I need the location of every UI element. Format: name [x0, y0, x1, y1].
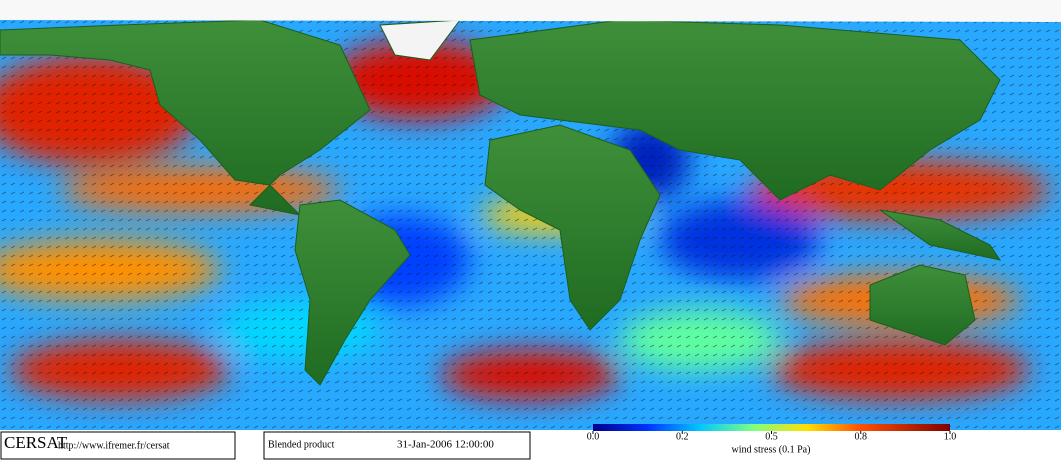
url: http://www.ifremer.fr/cersat	[58, 440, 170, 451]
colorbar-tick-label: 0.5	[765, 431, 778, 442]
colorbar-tick-label: 0.0	[587, 431, 600, 442]
land	[0, 0, 1061, 386]
colorbar-label: wind stress (0.1 Pa)	[732, 444, 811, 455]
colorbar-tick-label: 0.8	[855, 431, 868, 442]
product: Blended product	[268, 439, 335, 450]
colorbar-tick-label: 1.0	[944, 431, 957, 442]
colorbar-tick-label: 0.2	[676, 431, 689, 442]
logo: CERSAT	[4, 433, 68, 452]
colorbar	[593, 424, 950, 431]
footer: CERSAT http://www.ifremer.fr/cersat Blen…	[0, 424, 1061, 462]
date: 31-Jan-2006 12:00:00	[397, 439, 494, 451]
product-box	[263, 431, 531, 460]
logo-box	[0, 431, 236, 460]
